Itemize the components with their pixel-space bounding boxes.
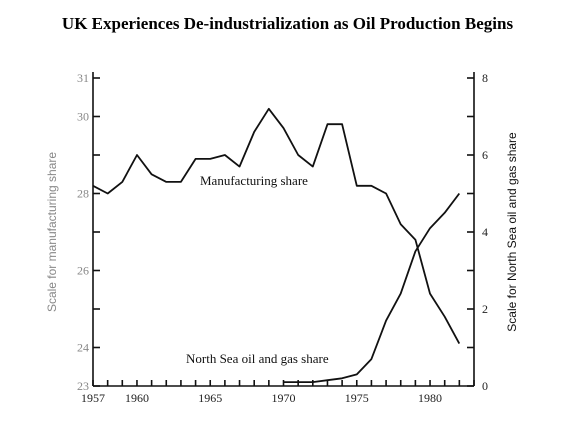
north-sea-share-label: North Sea oil and gas share <box>186 351 329 366</box>
x-tick-label: 1980 <box>418 391 442 405</box>
y-right-tick-label: 4 <box>482 225 488 239</box>
y-right-tick-label: 2 <box>482 302 488 316</box>
labels: Manufacturing share North Sea oil and gas… <box>45 132 519 366</box>
y-left-tick-label: 31 <box>77 71 89 85</box>
y-right-tick-label: 6 <box>482 148 488 162</box>
y-left-axis-label: Scale for manufacturing share <box>45 152 59 312</box>
x-tick-label: 1970 <box>272 391 296 405</box>
y-right-tick-label: 0 <box>482 379 488 393</box>
y-left-tick-label: 30 <box>77 110 89 124</box>
series-lines <box>92 107 461 384</box>
y-left-tick-label: 23 <box>77 379 89 393</box>
y-right-axis-label: Scale for North Sea oil and gas share <box>505 132 519 332</box>
axes <box>92 72 475 387</box>
x-tick-label: 1960 <box>125 391 149 405</box>
y-left-tick-label: 26 <box>77 264 89 278</box>
y-left-tick-label: 28 <box>77 187 89 201</box>
chart-title: UK Experiences De-industrialization as O… <box>61 14 514 33</box>
x-tick-label: 1975 <box>345 391 369 405</box>
x-tick-label: 1957 <box>81 391 105 405</box>
north-sea-share-line <box>283 192 461 384</box>
y-left-tick-label: 24 <box>77 341 89 355</box>
x-tick-label: 1965 <box>198 391 222 405</box>
manufacturing-share-label: Manufacturing share <box>200 173 308 188</box>
y-right-tick-label: 8 <box>482 71 488 85</box>
manufacturing-share-line <box>92 107 461 345</box>
